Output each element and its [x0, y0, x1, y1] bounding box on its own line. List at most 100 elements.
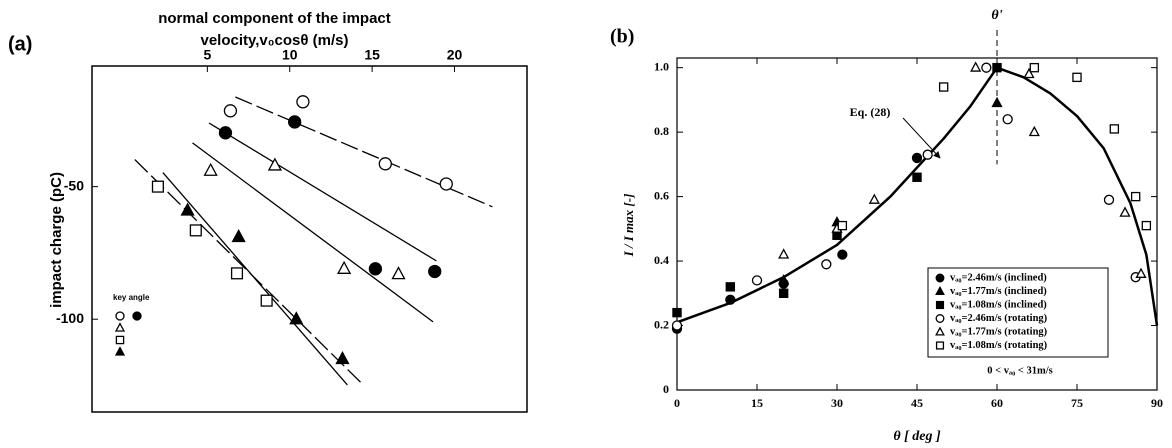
marker [981, 62, 992, 73]
legend-label: vₐ₀=2.46m/s (rotating) [950, 313, 1048, 324]
x-tick-label: 60 [991, 396, 1003, 410]
marker [671, 320, 683, 331]
marker [672, 307, 682, 318]
x-tick-label: 0 [674, 396, 680, 410]
marker [368, 262, 383, 276]
x-tick-label: 45 [911, 396, 923, 410]
marker [218, 126, 233, 140]
marker [428, 264, 442, 279]
marker [115, 311, 125, 321]
marker [821, 259, 832, 270]
marker [991, 96, 1003, 108]
panel-label: (a) [8, 33, 32, 55]
x-tick-label: 90 [1151, 396, 1163, 410]
marker [1023, 67, 1035, 79]
marker [778, 248, 790, 259]
marker [189, 224, 202, 237]
legend-label: vₐ₀=1.77m/s (inclined) [950, 286, 1047, 297]
legend-note: 0 < vₐ₀ < 31m/s [987, 365, 1052, 376]
y-axis-label: I / I max [-] [621, 194, 636, 258]
x-tick-label: 15 [364, 47, 380, 63]
marker [114, 322, 126, 332]
annotation: Eq. (28) [850, 105, 891, 119]
marker [114, 346, 126, 356]
marker [1029, 62, 1040, 73]
fit-line [192, 142, 434, 323]
y-tick-label: 0 [663, 382, 669, 396]
y-tick-label: 1.0 [654, 59, 669, 73]
y-tick-label: 0.8 [654, 124, 669, 138]
marker [132, 311, 142, 321]
marker [230, 267, 244, 280]
marker [231, 229, 246, 243]
chart: (a) 5 10 15 20 -50 -100 normal component of the… [8, 10, 528, 413]
marker [115, 335, 125, 345]
marker [911, 152, 923, 164]
marker [778, 274, 790, 285]
x-tick-label: 20 [447, 47, 463, 63]
x-tick-label: 75 [1071, 396, 1083, 410]
legend-label: vₐ₀=1.08m/s (rotating) [950, 340, 1048, 351]
legend-label: vₐ₀=2.46m/s (inclined) [950, 272, 1047, 283]
marker [912, 172, 922, 182]
y-tick-label: 0.4 [654, 253, 669, 267]
marker [288, 115, 302, 129]
x-axis-label: velocity,v₀cosθ (m/s) [201, 32, 349, 49]
marker [935, 285, 945, 296]
legend-title: key angle [113, 293, 150, 302]
marker [938, 82, 949, 92]
x-axis-label: θ [ deg ] [893, 429, 941, 444]
marker [751, 275, 763, 286]
marker [267, 157, 282, 171]
marker [935, 341, 945, 350]
marker [296, 95, 310, 109]
legend-label: vₐ₀=1.77m/s (rotating) [950, 326, 1048, 337]
marker [837, 220, 848, 231]
marker [935, 273, 945, 283]
fit-line [134, 159, 363, 385]
y-tick-label: -50 [64, 177, 84, 193]
legend-box [927, 267, 1109, 358]
marker [970, 61, 982, 72]
x-tick-label: 30 [831, 396, 843, 410]
y-tick-label: 0.6 [654, 188, 669, 202]
marker [335, 351, 350, 365]
marker [391, 266, 406, 280]
marker [922, 149, 933, 160]
x-axis-label: normal component of the impact [158, 10, 391, 27]
marker [337, 260, 352, 274]
marker [1109, 124, 1120, 134]
annotation-arrow [902, 117, 941, 159]
y-tick-label: 0.2 [654, 317, 669, 331]
marker [1028, 125, 1040, 137]
fit-line [235, 96, 493, 208]
marker [1135, 267, 1147, 278]
y-axis-label: impact charge (pC) [48, 172, 65, 308]
marker [725, 294, 736, 305]
marker [837, 249, 848, 260]
plot-frame [91, 65, 528, 413]
marker [180, 202, 195, 216]
marker [1002, 114, 1013, 125]
marker [935, 326, 945, 336]
marker [151, 180, 164, 193]
marker [868, 193, 880, 204]
x-tick-label: 10 [282, 47, 298, 63]
marker [1119, 206, 1131, 217]
marker [935, 314, 945, 323]
marker [725, 282, 736, 292]
marker [1103, 194, 1115, 205]
marker [1072, 72, 1082, 83]
marker [1130, 191, 1141, 202]
legend-label: vₐ₀=1.08m/s (inclined) [950, 299, 1047, 310]
x-tick-label: 15 [751, 396, 763, 410]
x-tick-label: 5 [203, 47, 211, 63]
marker [1141, 220, 1152, 231]
reference-label: θ' [991, 8, 1002, 23]
marker [992, 62, 1002, 73]
marker [223, 104, 238, 118]
marker [289, 311, 304, 325]
marker [378, 157, 392, 171]
